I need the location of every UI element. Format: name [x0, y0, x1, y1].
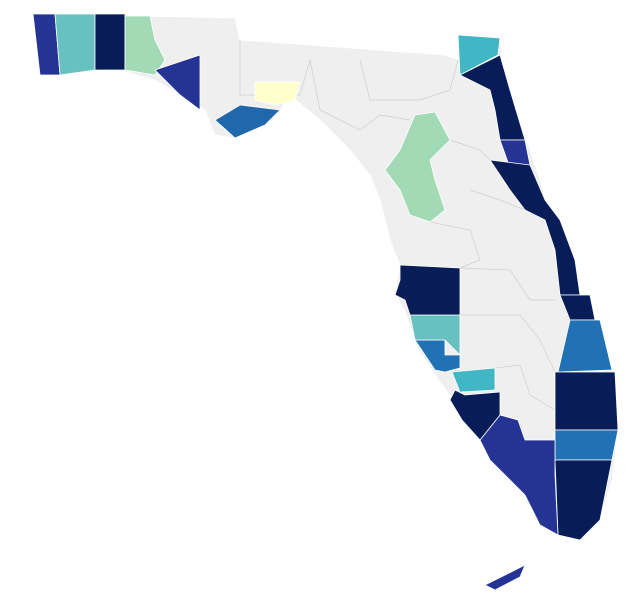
- county-border: [494, 364, 556, 411]
- county-border: [469, 189, 526, 211]
- county: [451, 367, 496, 393]
- county: [484, 564, 526, 591]
- county: [154, 54, 201, 111]
- county: [384, 111, 451, 223]
- county-border: [359, 59, 459, 101]
- county: [394, 264, 461, 316]
- county: [479, 414, 559, 536]
- county: [554, 371, 619, 431]
- county: [124, 15, 166, 76]
- county: [414, 339, 461, 373]
- county: [554, 459, 613, 541]
- county: [554, 429, 619, 461]
- county-border: [449, 139, 491, 161]
- county: [254, 81, 301, 106]
- county: [557, 319, 613, 373]
- county-border: [429, 221, 481, 269]
- county-border: [460, 314, 556, 373]
- county-border: [309, 59, 411, 131]
- county: [94, 13, 126, 71]
- county: [449, 389, 501, 441]
- county: [214, 104, 281, 139]
- county: [457, 34, 501, 76]
- county-border: [459, 267, 555, 301]
- county: [54, 13, 96, 76]
- counties: [32, 13, 619, 591]
